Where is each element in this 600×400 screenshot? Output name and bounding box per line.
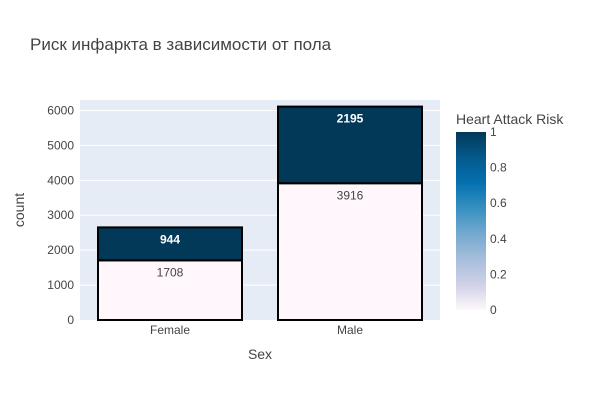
bar-female-risk-1 (97, 226, 243, 262)
colorbar-tick-label: 0 (490, 303, 497, 317)
x-axis-ticks: Female Male (150, 323, 363, 337)
colorbar: Heart Attack Risk 1 0.8 0.6 0.4 0.2 0 (456, 111, 564, 317)
chart-title: Риск инфаркта в зависимости от пола (30, 35, 332, 54)
colorbar-tick-label: 0.6 (490, 196, 507, 210)
y-tick-label: 2000 (47, 243, 74, 257)
y-tick-label: 4000 (47, 173, 74, 187)
bars: 1708 944 3916 2195 (97, 105, 423, 322)
y-axis-title: count (11, 193, 27, 227)
bar-male-risk-0 (277, 182, 423, 321)
bar-value-label: 944 (160, 232, 180, 246)
x-axis-title: Sex (248, 346, 272, 362)
bar-male-risk-1 (277, 105, 423, 185)
bar-value-label: 3916 (337, 188, 364, 202)
colorbar-tick-label: 1 (490, 125, 497, 139)
y-tick-label: 6000 (47, 103, 74, 117)
colorbar-tick-label: 0.8 (490, 161, 507, 175)
y-tick-label: 5000 (47, 138, 74, 152)
y-tick-label: 0 (67, 313, 74, 327)
colorbar-tick-label: 0.4 (490, 232, 507, 246)
colorbar-ticks: 1 0.8 0.6 0.4 0.2 0 (490, 125, 507, 317)
bar-value-label: 1708 (157, 265, 184, 279)
colorbar-gradient (456, 132, 486, 310)
y-axis-ticks: 0 1000 2000 3000 4000 5000 6000 (47, 103, 74, 327)
colorbar-title: Heart Attack Risk (456, 111, 564, 127)
y-tick-label: 3000 (47, 208, 74, 222)
colorbar-tick-label: 0.2 (490, 267, 507, 281)
y-tick-label: 1000 (47, 278, 74, 292)
x-tick-label: Male (337, 323, 363, 337)
x-tick-label: Female (150, 323, 190, 337)
bar-value-label: 2195 (337, 112, 364, 126)
